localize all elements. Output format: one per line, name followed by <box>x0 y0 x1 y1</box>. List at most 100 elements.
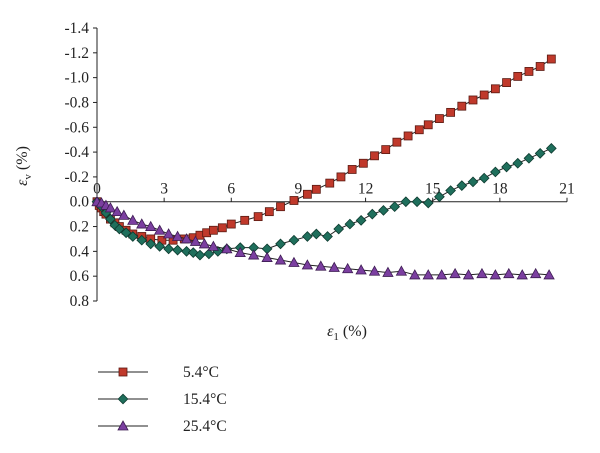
y-tick-label: -1.0 <box>64 70 89 87</box>
data-point <box>524 67 534 76</box>
data-point <box>457 101 467 111</box>
data-point <box>154 241 166 252</box>
data-point <box>435 114 444 123</box>
data-point <box>120 227 132 239</box>
data-point <box>479 90 489 100</box>
data-point <box>105 213 116 225</box>
data-point <box>535 62 545 71</box>
data-point <box>546 54 556 64</box>
data-point <box>355 264 367 275</box>
data-point <box>333 223 345 235</box>
data-point <box>382 266 394 277</box>
data-point <box>490 84 500 94</box>
data-point <box>325 178 335 188</box>
data-point <box>422 197 434 209</box>
legend-marker <box>117 393 129 405</box>
data-point <box>261 251 273 262</box>
data-point <box>456 180 468 191</box>
data-point <box>501 161 512 173</box>
data-point <box>240 215 250 225</box>
data-point <box>368 265 381 276</box>
data-point <box>462 269 475 280</box>
x-tick-label: 12 <box>358 181 374 198</box>
data-point <box>478 172 490 184</box>
data-point <box>288 256 300 267</box>
data-point <box>409 269 421 280</box>
data-point <box>198 238 211 249</box>
data-point <box>104 202 117 213</box>
data-point <box>247 249 260 260</box>
data-point <box>226 219 236 229</box>
legend-item: 25.4°C <box>98 418 227 435</box>
data-point <box>288 234 300 246</box>
y-tick-label: 0.6 <box>70 268 90 285</box>
data-point <box>344 218 356 230</box>
data-point <box>264 207 274 217</box>
data-point <box>315 260 327 271</box>
data-point <box>289 196 299 205</box>
data-point <box>512 157 524 169</box>
data-point <box>449 267 461 279</box>
data-point <box>543 269 555 280</box>
y-tick-label: -0.8 <box>64 94 89 111</box>
data-point <box>381 145 391 155</box>
y-tick-label: 0.2 <box>70 219 89 236</box>
data-point <box>302 231 313 242</box>
data-point <box>145 238 157 250</box>
legend-marker <box>117 420 129 431</box>
data-point <box>414 125 424 135</box>
data-point <box>400 196 412 208</box>
data-point <box>502 78 511 87</box>
data-point <box>217 223 227 233</box>
data-point <box>275 238 286 250</box>
data-point <box>322 231 333 242</box>
x-tick-label: 9 <box>295 181 303 198</box>
data-point <box>490 166 501 178</box>
data-point <box>221 243 233 254</box>
data-point <box>203 248 215 260</box>
legend-label: 25.4°C <box>183 418 227 435</box>
axes: -1.4 -1.2 -1.0 -0.8 -0.6 -0.4 -0.2 0.0 0.2 0.4 0.6… <box>64 20 574 310</box>
data-point <box>529 267 542 279</box>
y-tick-label: -1.4 <box>64 20 89 37</box>
data-point <box>234 246 246 258</box>
axis-titles: εv (%) ε1 (%) <box>14 146 367 343</box>
data-point <box>180 233 193 244</box>
data-point <box>274 254 287 265</box>
data-point <box>446 107 456 117</box>
data-point <box>336 172 346 182</box>
x-tick-label: 18 <box>492 181 508 198</box>
data-point <box>366 208 378 220</box>
data-point <box>208 225 218 235</box>
data-point <box>194 249 206 261</box>
data-point <box>189 235 202 246</box>
data-point <box>513 71 523 81</box>
data-point <box>163 243 174 255</box>
legend-marker <box>118 367 128 377</box>
data-point <box>467 176 479 188</box>
data-point <box>523 152 535 164</box>
data-point <box>545 143 557 154</box>
x-axis-title: ε1 (%) <box>327 323 367 343</box>
data-point <box>422 269 434 280</box>
data-point <box>403 131 413 141</box>
data-point <box>207 240 220 251</box>
x-tick-label: 6 <box>227 181 235 198</box>
data-point <box>341 262 354 274</box>
data-point <box>276 202 285 212</box>
series-line <box>96 58 552 241</box>
data-point <box>171 230 184 241</box>
data-point <box>127 214 139 225</box>
x-tick-label: 15 <box>425 181 441 198</box>
data-point <box>534 147 546 159</box>
data-point <box>310 228 322 240</box>
data-point <box>516 269 528 280</box>
x-tick-label: 3 <box>160 181 168 198</box>
data-point <box>136 234 148 246</box>
data-point <box>503 267 515 279</box>
data-point <box>118 209 130 220</box>
data-point <box>355 214 367 226</box>
data-point <box>162 228 175 239</box>
data-point <box>434 191 445 203</box>
